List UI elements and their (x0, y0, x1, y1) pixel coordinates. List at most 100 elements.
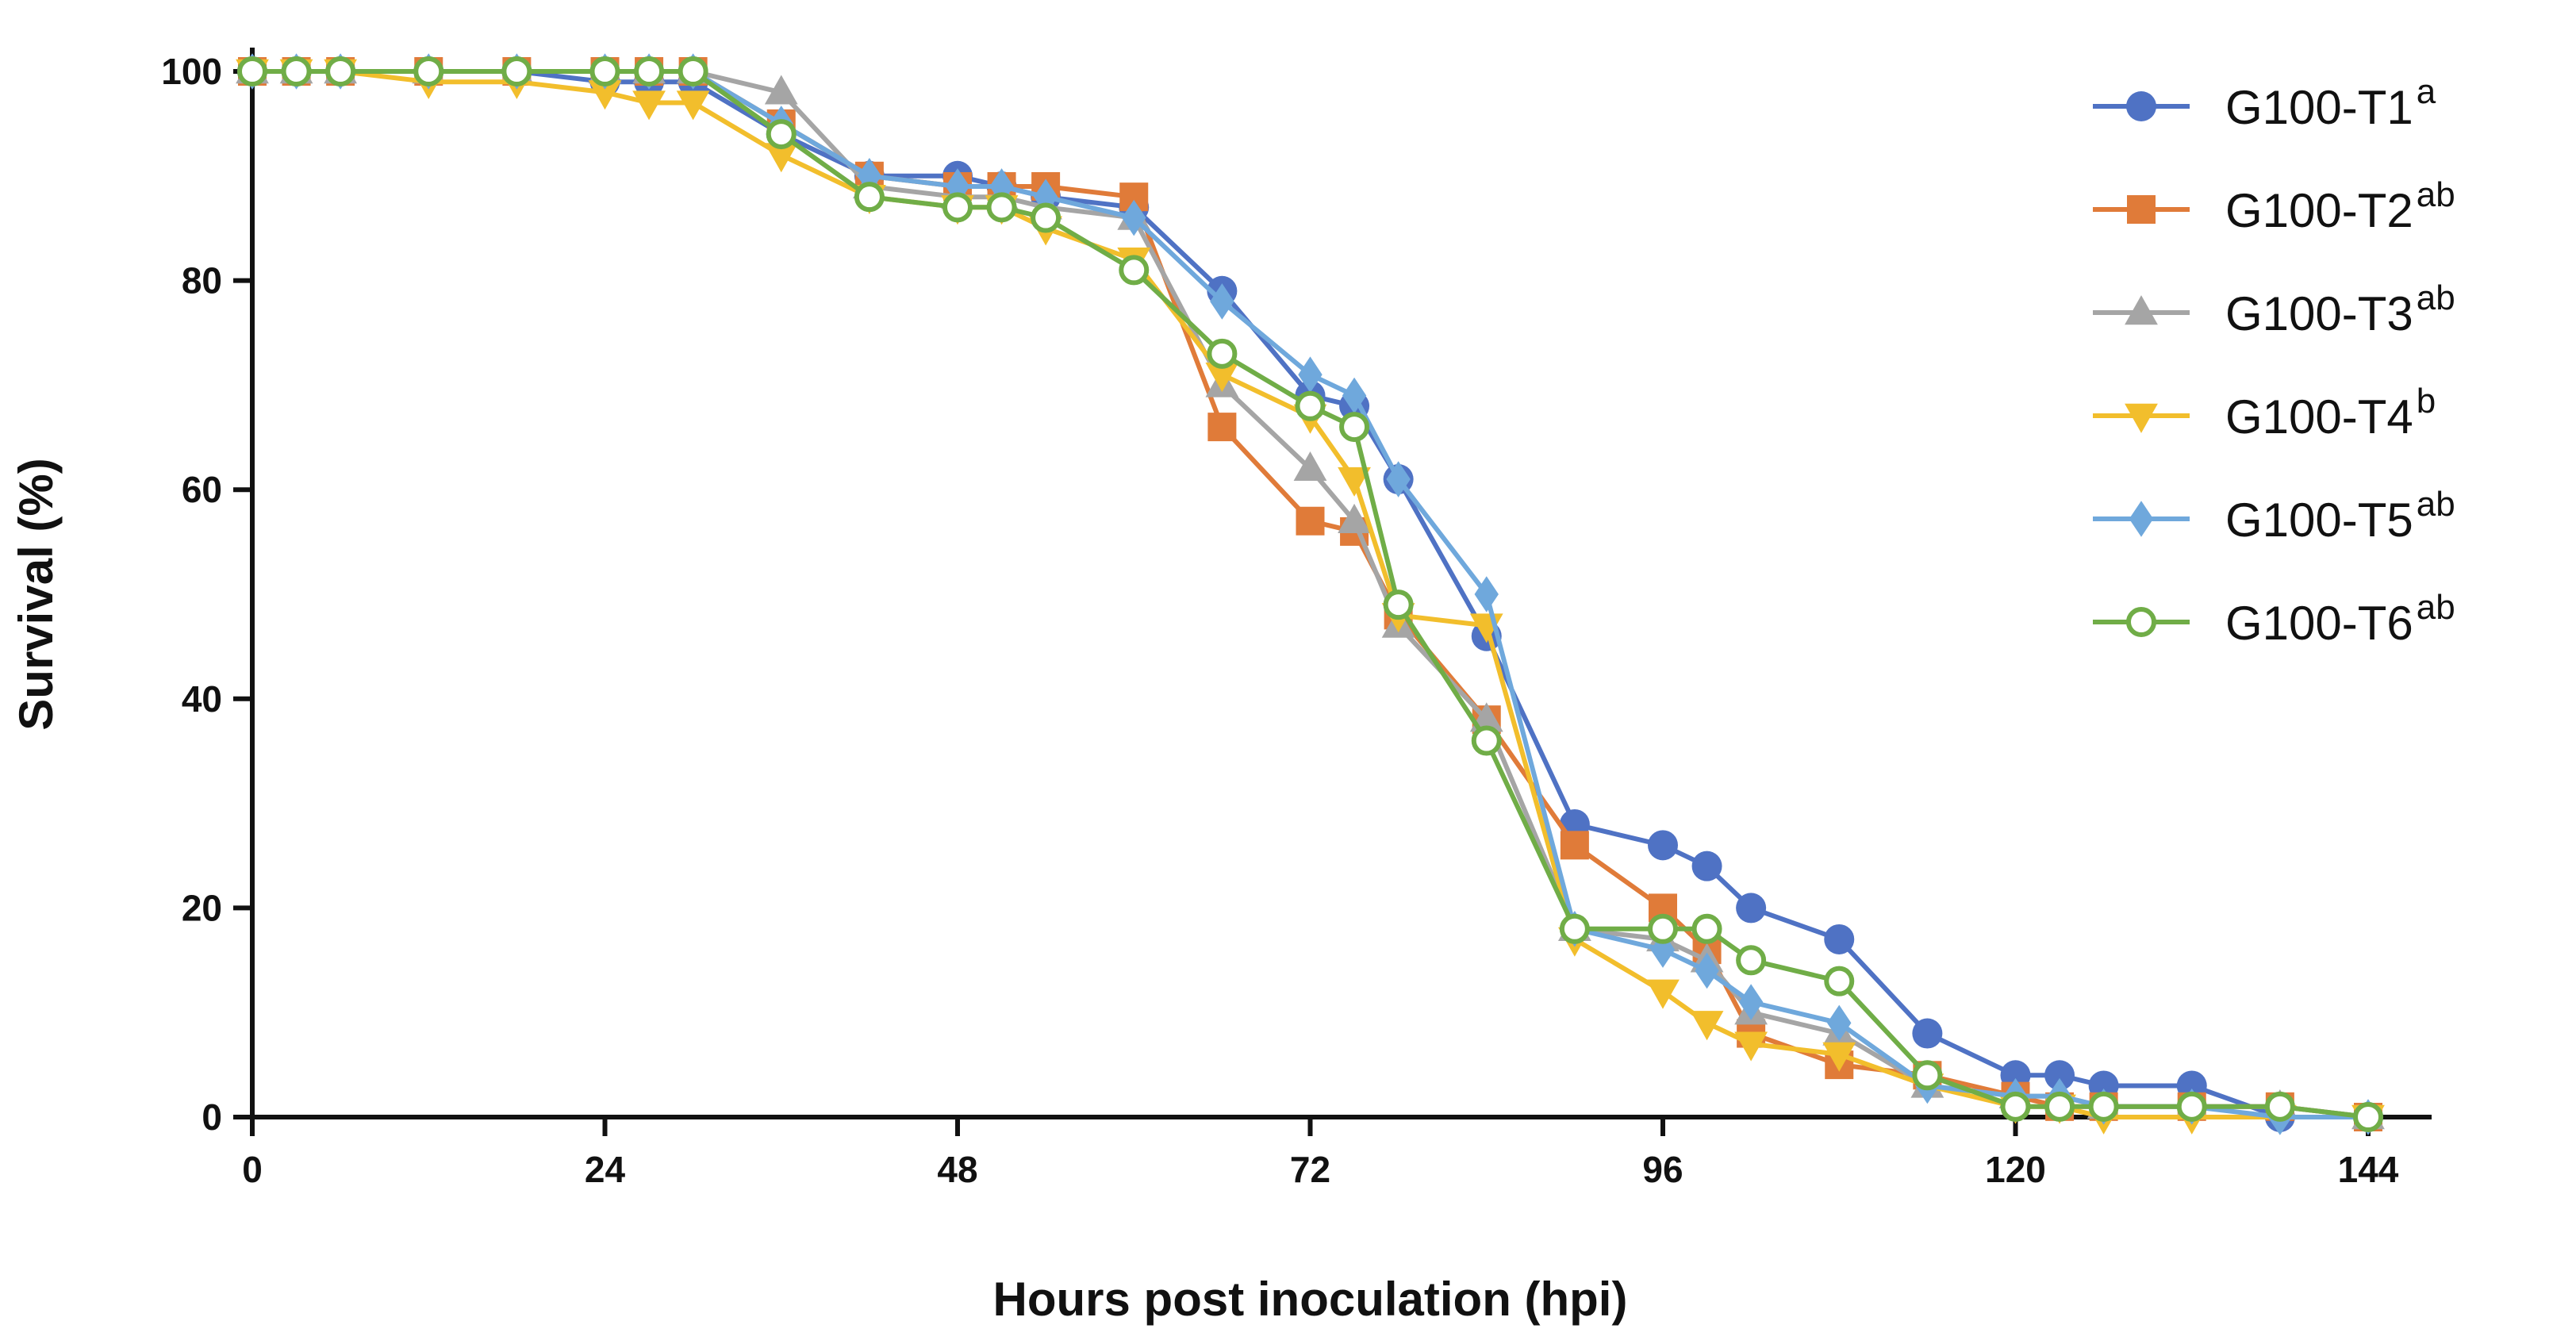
legend-marker (2127, 195, 2156, 224)
data-point (2000, 1091, 2031, 1122)
legend-series-name: G100-T5 (2225, 493, 2413, 547)
data-point (676, 90, 710, 121)
data-point (1207, 413, 1237, 442)
y-tick-label: 40 (182, 678, 222, 720)
data-point (1738, 984, 1764, 1020)
legend-series-name: G100-T6 (2225, 597, 2413, 650)
series-line (252, 69, 2368, 1119)
series-G100-T5 (240, 53, 2381, 1135)
series-layer (236, 53, 2385, 1135)
data-point (589, 56, 620, 86)
x-tick-label: 144 (2338, 1149, 2399, 1190)
legend-entry: G100-T1a (2093, 72, 2436, 134)
y-tick-label: 20 (182, 887, 222, 928)
data-point (1207, 338, 1238, 369)
data-point (1650, 931, 1676, 968)
data-point (237, 56, 267, 86)
legend-label: G100-T4b (2225, 382, 2436, 444)
legend-label: G100-T2ab (2225, 175, 2455, 237)
legend-label: G100-T5ab (2225, 485, 2455, 547)
data-point (2044, 1060, 2075, 1091)
legend-significance-letter: ab (2417, 485, 2455, 524)
data-point (1691, 851, 1722, 881)
data-point (764, 143, 798, 173)
data-point (634, 56, 665, 86)
data-point (854, 182, 885, 213)
data-point (1210, 283, 1234, 320)
data-point (1912, 1018, 1943, 1049)
data-point (1824, 924, 1855, 954)
legend-entry: G100-T3ab (2093, 278, 2455, 340)
legend-label: G100-T3ab (2225, 278, 2455, 340)
legend-series-name: G100-T3 (2225, 287, 2413, 340)
data-point (766, 119, 797, 150)
data-point (1119, 255, 1150, 286)
data-point (2088, 1091, 2119, 1122)
data-point (2176, 1091, 2207, 1122)
series-G100-T2 (238, 57, 2382, 1131)
data-point (2264, 1091, 2295, 1122)
data-point (764, 75, 798, 105)
series-line (252, 69, 2368, 1119)
data-point (986, 192, 1017, 223)
x-tick-label: 120 (1985, 1149, 2046, 1190)
data-point (1648, 913, 1678, 944)
x-tick-label: 72 (1290, 1149, 1330, 1190)
data-point (1293, 451, 1327, 482)
data-point (1734, 1031, 1768, 1062)
legend-series-name: G100-T2 (2225, 184, 2413, 237)
data-point (2044, 1091, 2075, 1122)
data-point (1296, 506, 1325, 536)
x-tick-label: 96 (1642, 1149, 1683, 1190)
legend-entry: G100-T6ab (2093, 588, 2455, 650)
data-point (1474, 576, 1499, 612)
data-point (325, 56, 356, 86)
data-point (945, 168, 970, 205)
series-G100-T6 (237, 56, 2383, 1132)
legend-marker (2125, 295, 2158, 325)
data-point (942, 192, 973, 223)
data-point (501, 56, 532, 86)
legend-label: G100-T6ab (2225, 588, 2455, 650)
data-point (1690, 1011, 1724, 1041)
data-point (1386, 461, 1411, 497)
data-point (1822, 1042, 1856, 1072)
x-tick-label: 0 (242, 1149, 263, 1190)
data-point (678, 56, 708, 86)
data-point (989, 168, 1014, 205)
data-point (588, 80, 622, 110)
data-point (1383, 589, 1414, 620)
data-point (2353, 1102, 2383, 1132)
legend-significance-letter: ab (2417, 278, 2455, 317)
data-point (1736, 893, 1767, 924)
data-point (1559, 913, 1590, 944)
series-line (252, 69, 2369, 1119)
data-point (857, 158, 882, 194)
data-point (1824, 966, 1855, 996)
data-point (1339, 412, 1370, 443)
legend-significance-letter: a (2417, 72, 2436, 111)
legend-marker (2125, 403, 2158, 433)
data-point (632, 90, 666, 121)
axes: 0 20 40 60 80 100 0 24 48 72 96 120 144 (161, 48, 2432, 1190)
legend-significance-letter: ab (2417, 175, 2455, 214)
data-point (1827, 1004, 1852, 1042)
data-point (1298, 356, 1323, 394)
data-point (1560, 831, 1589, 860)
legend-series-name: G100-T1 (2225, 81, 2413, 134)
legend-significance-letter: ab (2417, 588, 2455, 627)
y-tick-label: 60 (182, 469, 222, 510)
data-point (1338, 503, 1371, 533)
series-G100-T3 (236, 54, 2385, 1130)
legend-entry: G100-T4b (2093, 382, 2436, 444)
series-G100-T1 (237, 56, 2383, 1132)
data-point (1691, 913, 1722, 944)
x-axis-title: Hours post inoculation (hpi) (993, 1273, 1628, 1326)
legend-series-name: G100-T4 (2225, 390, 2413, 444)
legend-marker (2126, 91, 2156, 121)
data-point (1031, 202, 1061, 233)
data-point (1912, 1060, 1943, 1091)
data-point (281, 56, 312, 86)
data-point (1471, 725, 1502, 756)
